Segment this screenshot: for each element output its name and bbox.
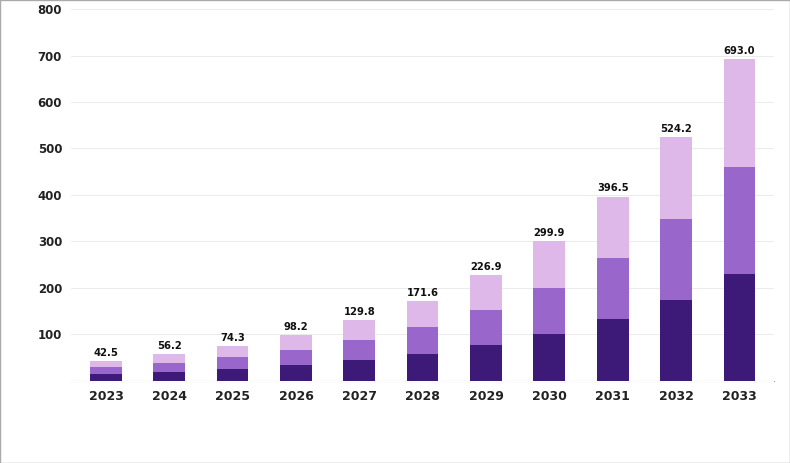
Bar	[533, 241, 565, 288]
Text: $ 693.0B: $ 693.0B	[556, 408, 701, 436]
Bar	[216, 357, 249, 369]
Text: 56.2: 56.2	[157, 341, 182, 351]
Bar	[153, 354, 185, 363]
Bar	[596, 319, 629, 381]
Bar	[344, 360, 375, 381]
Text: 693.0: 693.0	[724, 46, 755, 56]
Text: ONE STOP SHOP FOR THE REPORTS: ONE STOP SHOP FOR THE REPORTS	[690, 440, 790, 445]
Text: 524.2: 524.2	[660, 124, 692, 134]
Bar	[407, 301, 438, 327]
Text: 171.6: 171.6	[407, 288, 438, 298]
Bar	[470, 310, 502, 345]
Bar	[90, 361, 122, 367]
Bar	[153, 363, 185, 372]
Bar	[90, 367, 122, 374]
Text: The Forecasted Market: The Forecasted Market	[423, 413, 566, 423]
Bar	[407, 327, 438, 354]
Bar	[533, 288, 565, 334]
Bar	[407, 354, 438, 381]
Bar	[724, 274, 755, 381]
Text: 42.5: 42.5	[93, 348, 118, 357]
Bar	[344, 340, 375, 360]
Bar	[596, 258, 629, 319]
Bar	[344, 320, 375, 340]
Text: 299.9: 299.9	[534, 228, 565, 238]
Bar	[280, 350, 312, 365]
Text: Size for 2033 in USD:: Size for 2033 in USD:	[423, 440, 555, 450]
Text: The Market will Grow: The Market will Grow	[177, 413, 309, 423]
Bar	[724, 167, 755, 274]
Bar	[153, 372, 185, 381]
Bar	[216, 369, 249, 381]
Text: 396.5: 396.5	[597, 183, 629, 193]
Text: 129.8: 129.8	[344, 307, 375, 317]
Text: 32.2%: 32.2%	[296, 408, 397, 436]
Bar	[533, 334, 565, 381]
Bar	[280, 365, 312, 381]
Bar	[660, 300, 692, 381]
Text: market.us: market.us	[690, 407, 766, 420]
Bar	[596, 196, 629, 258]
Bar	[216, 346, 249, 357]
Bar	[660, 137, 692, 219]
Bar	[470, 275, 502, 310]
Text: 98.2: 98.2	[284, 322, 308, 332]
Bar	[724, 59, 755, 167]
Bar	[660, 219, 692, 300]
Bar	[280, 335, 312, 350]
Text: At the CAGR of:: At the CAGR of:	[177, 440, 274, 450]
Bar	[90, 374, 122, 381]
Text: 74.3: 74.3	[220, 333, 245, 343]
Bar	[470, 345, 502, 381]
Text: 226.9: 226.9	[470, 262, 502, 272]
